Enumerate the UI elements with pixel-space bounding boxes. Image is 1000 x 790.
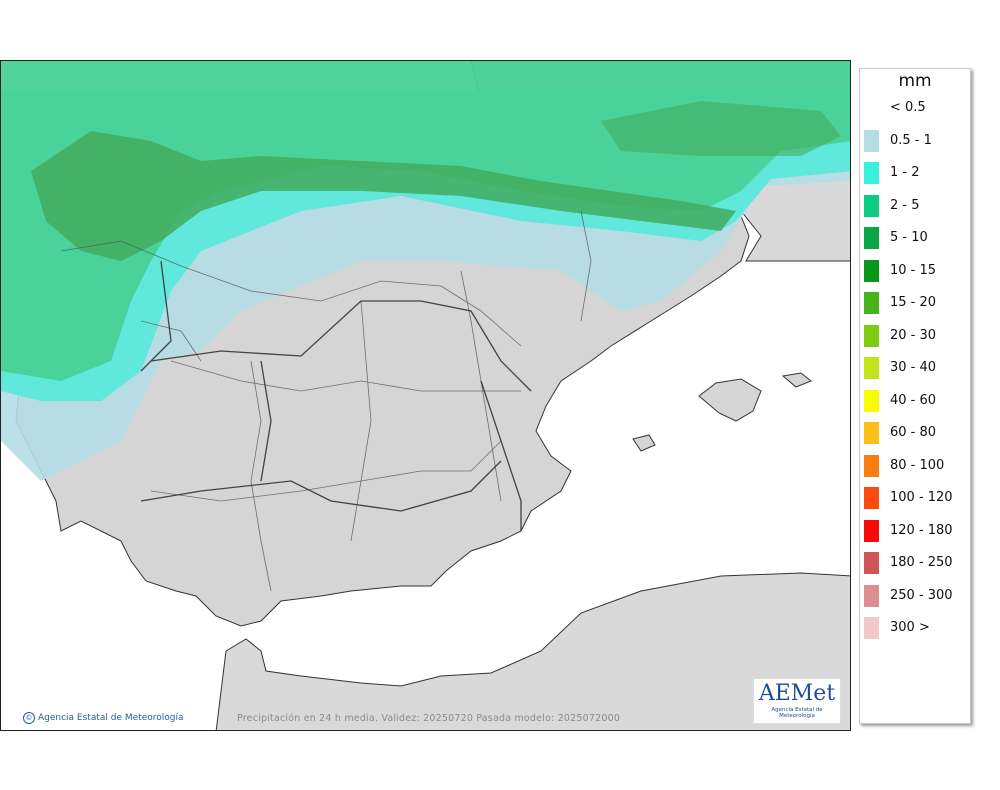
legend-swatch — [864, 617, 879, 639]
legend-label: 120 - 180 — [890, 522, 953, 538]
precip-sea-blob — [601, 101, 841, 156]
community-borders — [140, 260, 532, 531]
menorca — [781, 372, 812, 388]
legend-swatch — [864, 454, 879, 477]
legend-label: 5 - 10 — [890, 230, 928, 245]
aemet-logo[interactable]: AEMet Agencia Estatal de Meteorología — [753, 678, 841, 724]
legend-swatch — [864, 389, 879, 412]
legend-item: 250 - 300 — [864, 584, 968, 607]
legend-item: 2 - 5 — [864, 194, 968, 217]
aemet-logo-subtext: Agencia Estatal de Meteorología — [771, 707, 823, 719]
legend-label: 15 - 20 — [890, 295, 937, 310]
precipitation-map: © Agencia Estatal de Meteorología Precipi… — [0, 60, 851, 731]
legend-item: 300 > — [864, 617, 968, 639]
precip-dark — [31, 131, 736, 261]
legend-item: 120 - 180 — [864, 519, 968, 542]
legend-swatch — [864, 324, 879, 347]
legend-label: 40 - 60 — [890, 392, 937, 408]
legend-label: 180 - 250 — [890, 555, 953, 570]
legend-item: 30 - 40 — [864, 357, 968, 379]
legend-swatch — [864, 357, 879, 379]
copyright-icon: © — [23, 712, 35, 724]
legend-item: 1 - 2 — [864, 162, 968, 184]
legend-item: 40 - 60 — [864, 389, 968, 412]
region-borders — [60, 210, 592, 592]
legend-item: 100 - 120 — [864, 487, 968, 509]
legend-swatch — [864, 584, 879, 607]
legend-label: 2 - 5 — [890, 197, 920, 213]
legend-item: < 0.5 — [864, 97, 968, 119]
legend-swatch — [864, 552, 879, 574]
legend-label: 0.5 - 1 — [890, 132, 932, 148]
legend-swatch — [864, 487, 879, 509]
legend-label: 100 - 120 — [890, 490, 953, 505]
legend-label: 60 - 80 — [890, 425, 937, 440]
legend-item: 80 - 100 — [864, 454, 968, 477]
map-canvas — [1, 61, 850, 730]
legend-swatch — [864, 422, 879, 444]
mallorca — [698, 378, 762, 422]
legend-item: 10 - 15 — [864, 259, 968, 282]
precipitation-legend: mm < 0.5 0.5 - 1 1 - 2 2 - 5 5 - 10 10 - 15 15… — [859, 68, 971, 724]
agency-credit[interactable]: © Agencia Estatal de Meteorología — [23, 712, 184, 724]
map-footer: Precipitación en 24 h media. Validez: 20… — [237, 713, 621, 724]
aemet-logo-text: AEMet — [758, 681, 836, 706]
legend-swatch — [864, 194, 879, 217]
legend-item: 0.5 - 1 — [864, 129, 968, 152]
legend-label: 80 - 100 — [890, 457, 945, 473]
legend-swatch — [864, 227, 879, 249]
legend-unit: mm — [898, 71, 932, 91]
agency-credit-label: Agencia Estatal de Meteorología — [38, 713, 184, 723]
legend-item: 5 - 10 — [864, 227, 968, 249]
legend-label: 250 - 300 — [890, 587, 953, 603]
legend-swatch — [864, 162, 879, 184]
legend-label: 300 > — [890, 620, 930, 635]
legend-swatch — [864, 259, 879, 282]
legend-label: 20 - 30 — [890, 327, 937, 343]
legend-swatch — [864, 519, 879, 542]
legend-label: 10 - 15 — [890, 262, 937, 278]
legend-label: < 0.5 — [890, 100, 926, 115]
legend-item: 20 - 30 — [864, 324, 968, 347]
legend-item: 60 - 80 — [864, 422, 968, 444]
legend-swatch — [864, 129, 879, 152]
legend-label: 30 - 40 — [890, 360, 937, 375]
ibiza — [632, 434, 656, 452]
legend-item: 180 - 250 — [864, 552, 968, 574]
legend-label: 1 - 2 — [890, 165, 920, 180]
legend-item: 15 - 20 — [864, 292, 968, 314]
legend-swatch — [864, 97, 879, 119]
africa-land — [215, 572, 850, 730]
legend-swatch — [864, 292, 879, 314]
